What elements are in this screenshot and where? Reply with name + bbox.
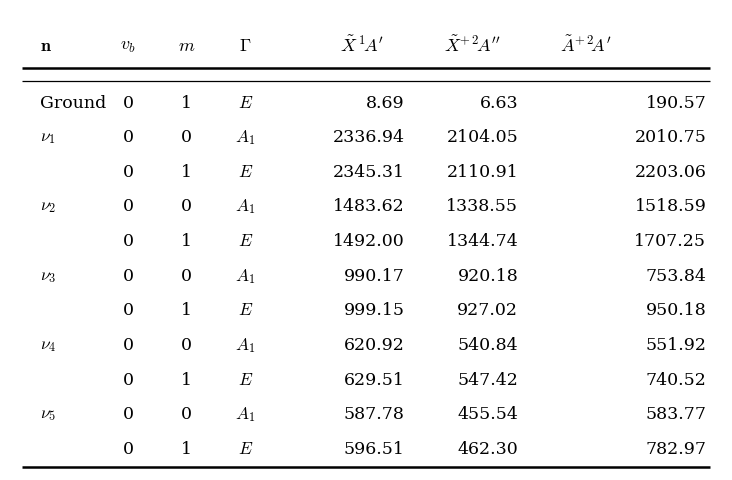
Text: 920.18: 920.18 [458, 268, 518, 285]
Text: 629.51: 629.51 [344, 372, 405, 388]
Text: 540.84: 540.84 [458, 337, 518, 354]
Text: $m$: $m$ [178, 36, 195, 55]
Text: $\nu_2$: $\nu_2$ [40, 198, 56, 216]
Text: $E$: $E$ [238, 233, 253, 250]
Text: $\nu_1$: $\nu_1$ [40, 129, 56, 146]
Text: 1: 1 [181, 164, 193, 181]
Text: 0: 0 [122, 233, 134, 250]
Text: 1492.00: 1492.00 [333, 233, 405, 250]
Text: 753.84: 753.84 [646, 268, 706, 285]
Text: 190.57: 190.57 [646, 95, 706, 112]
Text: 1: 1 [181, 441, 193, 458]
Text: 462.30: 462.30 [458, 441, 518, 458]
Text: 782.97: 782.97 [646, 441, 706, 458]
Text: 1518.59: 1518.59 [635, 198, 706, 216]
Text: $\nu_5$: $\nu_5$ [40, 406, 56, 423]
Text: 927.02: 927.02 [458, 302, 518, 319]
Text: 0: 0 [181, 337, 193, 354]
Text: 551.92: 551.92 [646, 337, 706, 354]
Text: $A_1$: $A_1$ [235, 336, 255, 355]
Text: 2104.05: 2104.05 [447, 129, 518, 146]
Text: 2110.91: 2110.91 [447, 164, 518, 181]
Text: $E$: $E$ [238, 95, 253, 112]
Text: $A_1$: $A_1$ [235, 128, 255, 147]
Text: $\nu_4$: $\nu_4$ [40, 337, 56, 354]
Text: 587.78: 587.78 [344, 406, 405, 423]
Text: 950.18: 950.18 [646, 302, 706, 319]
Text: 1: 1 [181, 302, 193, 319]
Text: 0: 0 [122, 129, 134, 146]
Text: 1338.55: 1338.55 [447, 198, 518, 216]
Text: $\tilde{X}^{+\,2}\!A''$: $\tilde{X}^{+\,2}\!A''$ [444, 36, 501, 56]
Text: 0: 0 [122, 198, 134, 216]
Text: 0: 0 [122, 441, 134, 458]
Text: $\tilde{A}^{+\,2}\!A'$: $\tilde{A}^{+\,2}\!A'$ [560, 36, 611, 56]
Text: $E$: $E$ [238, 372, 253, 388]
Text: 1: 1 [181, 233, 193, 250]
Text: 2010.75: 2010.75 [635, 129, 706, 146]
Text: 2336.94: 2336.94 [333, 129, 405, 146]
Text: 1: 1 [181, 95, 193, 112]
Text: 1483.62: 1483.62 [333, 198, 405, 216]
Text: 0: 0 [122, 95, 134, 112]
Text: 455.54: 455.54 [458, 406, 518, 423]
Text: $E$: $E$ [238, 164, 253, 181]
Text: 0: 0 [122, 406, 134, 423]
Text: $\tilde{X}\,^{1}\!A'$: $\tilde{X}\,^{1}\!A'$ [340, 36, 384, 56]
Text: 1707.25: 1707.25 [635, 233, 706, 250]
Text: 2345.31: 2345.31 [333, 164, 405, 181]
Text: 0: 0 [122, 372, 134, 388]
Text: 1: 1 [181, 372, 193, 388]
Text: 1344.74: 1344.74 [447, 233, 518, 250]
Text: 583.77: 583.77 [646, 406, 706, 423]
Text: 620.92: 620.92 [344, 337, 405, 354]
Text: 0: 0 [122, 337, 134, 354]
Text: 2203.06: 2203.06 [635, 164, 706, 181]
Text: 0: 0 [122, 302, 134, 319]
Text: 0: 0 [181, 198, 193, 216]
Text: 6.63: 6.63 [479, 95, 518, 112]
Text: $A_1$: $A_1$ [235, 405, 255, 424]
Text: 999.15: 999.15 [344, 302, 405, 319]
Text: $E$: $E$ [238, 441, 253, 458]
Text: 990.17: 990.17 [344, 268, 405, 285]
Text: 740.52: 740.52 [646, 372, 706, 388]
Text: 0: 0 [181, 406, 193, 423]
Text: $A_1$: $A_1$ [235, 197, 255, 216]
Text: $\Gamma$: $\Gamma$ [239, 36, 251, 55]
Text: Ground: Ground [40, 95, 107, 112]
Text: 8.69: 8.69 [366, 95, 405, 112]
Text: 0: 0 [181, 268, 193, 285]
Text: $A_1$: $A_1$ [235, 267, 255, 286]
Text: $\mathbf{n}$: $\mathbf{n}$ [40, 36, 52, 55]
Text: 0: 0 [181, 129, 193, 146]
Text: $E$: $E$ [238, 302, 253, 319]
Text: $\nu_3$: $\nu_3$ [40, 268, 56, 285]
Text: $v_b$: $v_b$ [120, 36, 136, 55]
Text: 547.42: 547.42 [458, 372, 518, 388]
Text: 0: 0 [122, 268, 134, 285]
Text: 596.51: 596.51 [344, 441, 405, 458]
Text: 0: 0 [122, 164, 134, 181]
